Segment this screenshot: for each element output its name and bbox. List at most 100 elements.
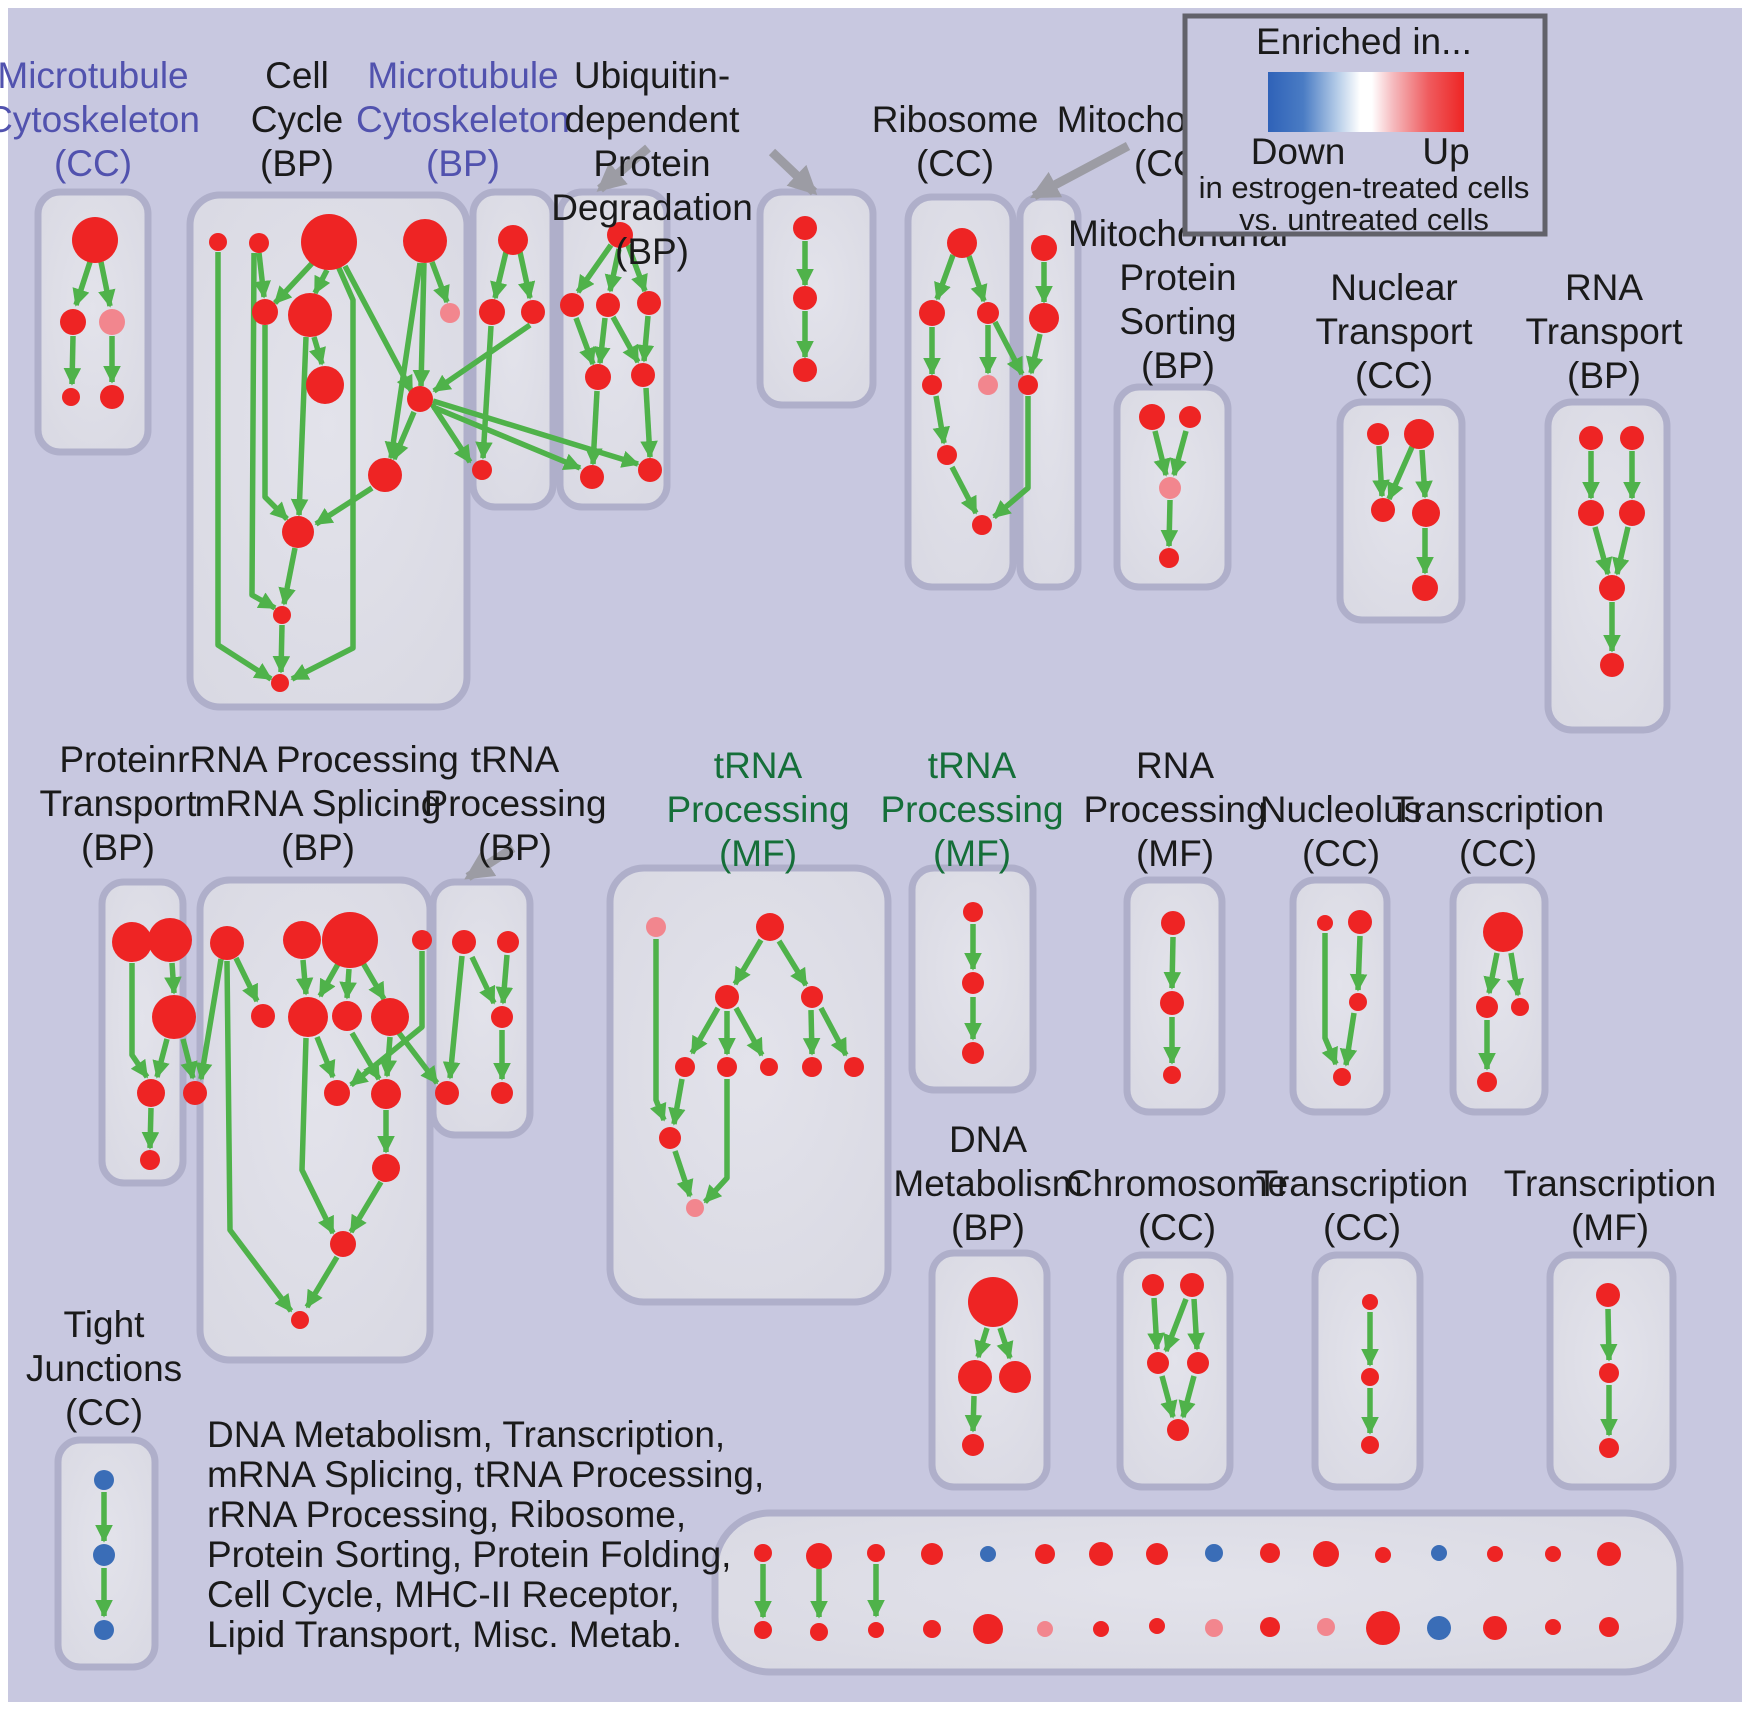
gene-node-red xyxy=(1187,1352,1209,1374)
edge-arrow xyxy=(1163,1298,1189,1353)
gene-node-blue xyxy=(93,1544,115,1566)
gene-node-red xyxy=(251,1004,275,1028)
edge-arrow xyxy=(429,261,450,304)
edge-arrow xyxy=(1415,449,1433,499)
gene-node-red xyxy=(152,995,196,1039)
edge-arrow xyxy=(391,410,417,461)
edge-arrow xyxy=(702,1079,730,1204)
gene-node-red xyxy=(1260,1617,1280,1637)
gene-node-pink xyxy=(646,917,666,937)
edge-arrow xyxy=(1339,1012,1358,1067)
edge-arrow xyxy=(517,251,536,300)
gene-node-pink xyxy=(686,1199,704,1217)
gene-node-red xyxy=(1139,404,1165,430)
gene-node-red xyxy=(301,214,357,270)
cluster-box-microtubule-bp xyxy=(469,188,557,511)
gene-node-red xyxy=(100,385,124,409)
cluster-label-line: mRNA Splicing xyxy=(195,783,442,824)
edge-arrow xyxy=(1163,936,1182,990)
cluster-label-line: RNA xyxy=(1565,267,1643,308)
edge-arrow xyxy=(996,1327,1014,1360)
legend-down-label: Down xyxy=(1251,131,1346,172)
gene-node-red xyxy=(1093,1621,1109,1637)
cluster-label-line: (MF) xyxy=(933,833,1011,874)
gene-node-red xyxy=(137,1079,165,1107)
gene-node-red xyxy=(1031,235,1057,261)
gene-node-red xyxy=(659,1127,681,1149)
gene-node-red xyxy=(283,921,321,959)
cluster-label-trna-processing-mf-1: tRNA Processing (MF) xyxy=(666,745,849,874)
edge-arrow xyxy=(640,387,658,459)
cluster-label-line: (MF) xyxy=(1571,1207,1649,1248)
gene-node-red xyxy=(810,1623,828,1641)
gene-node-red xyxy=(1597,1542,1621,1566)
edge-arrow xyxy=(295,959,314,996)
gene-node-red xyxy=(1545,1546,1561,1562)
gene-node-red xyxy=(1375,1547,1391,1563)
cluster-label-line: (CC) xyxy=(1459,833,1537,874)
gene-node-red xyxy=(1317,915,1333,931)
gene-node-pink xyxy=(1159,477,1181,499)
gene-node-red xyxy=(1362,1294,1378,1310)
cluster-box-chromosome xyxy=(1116,1251,1234,1491)
edge-arrow xyxy=(384,262,423,460)
gene-node-red xyxy=(1260,1543,1280,1563)
gene-node-red xyxy=(1596,1283,1620,1307)
annotation-arrow-3 xyxy=(464,844,516,881)
edge-arrow xyxy=(349,1031,382,1081)
gene-node-red xyxy=(332,1001,362,1031)
cluster-label-line: (CC) xyxy=(1323,1207,1401,1248)
edge-arrow xyxy=(1592,526,1613,576)
gene-node-red xyxy=(491,1082,513,1104)
edge-arrow xyxy=(732,938,764,986)
cluster-label-chromosome: Chromosome (CC) xyxy=(1066,1163,1288,1248)
gene-node-red xyxy=(1142,1274,1164,1296)
gene-node-red xyxy=(1029,303,1059,333)
legend-title: Enriched in... xyxy=(1256,21,1472,62)
cluster-label-line: (BP) xyxy=(1141,345,1215,386)
gene-node-red xyxy=(1149,1618,1165,1634)
edge-arrow xyxy=(63,335,82,386)
edge-arrow xyxy=(379,1036,397,1078)
gene-node-red xyxy=(1476,996,1498,1018)
cluster-label-line: (BP) xyxy=(426,143,500,184)
gene-node-red xyxy=(72,217,118,263)
gene-node-red xyxy=(412,930,432,950)
gene-node-red xyxy=(407,386,433,412)
gene-node-red xyxy=(1361,1436,1379,1454)
edge-arrow xyxy=(194,958,224,1081)
edge-arrow xyxy=(129,963,150,1079)
edge-arrow xyxy=(672,1150,694,1198)
cluster-label-line: (MF) xyxy=(719,833,797,874)
legend-gradient-bar xyxy=(1268,72,1464,132)
cluster-label-line: Ubiquitin- xyxy=(574,55,730,96)
gene-node-red xyxy=(403,219,447,263)
gene-node-red xyxy=(291,1311,309,1329)
gene-node-red xyxy=(282,516,314,548)
cluster-label-transcription-cc-mid: Transcription (CC) xyxy=(1392,789,1604,874)
edge-arrow xyxy=(593,317,611,365)
edge-arrow xyxy=(342,264,415,394)
edge-arrow xyxy=(1506,952,1525,997)
gene-node-red xyxy=(1167,1419,1189,1441)
gene-node-red xyxy=(1018,375,1038,395)
gene-node-red xyxy=(1161,911,1185,935)
gene-node-red xyxy=(715,985,739,1009)
gene-node-blue xyxy=(980,1546,996,1562)
edge-arrow xyxy=(932,395,950,445)
gene-node-red xyxy=(999,1361,1031,1393)
annotation-arrow-0 xyxy=(596,144,651,193)
gene-node-red xyxy=(962,1042,984,1064)
edge-arrow xyxy=(317,962,341,998)
edge-arrow xyxy=(215,252,273,682)
cluster-label-line: Ribosome xyxy=(872,99,1039,140)
cluster-label-line: (CC) xyxy=(916,143,994,184)
gene-node-red xyxy=(1578,500,1604,526)
cluster-label-line: rRNA Processing, Ribosome, xyxy=(207,1494,686,1535)
gene-node-red xyxy=(1599,1363,1619,1383)
gene-node-red xyxy=(637,291,661,315)
cluster-label-line: tRNA xyxy=(928,745,1017,786)
cluster-label-line: tRNA xyxy=(714,745,803,786)
cluster-label-line: Protein xyxy=(1119,257,1236,298)
